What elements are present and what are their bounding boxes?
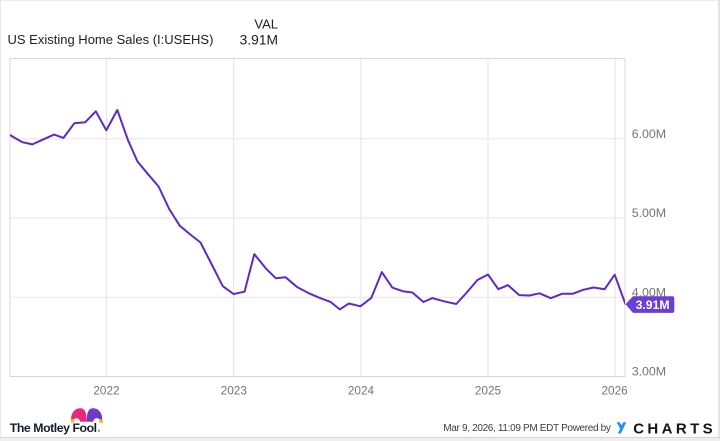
svg-text:6.00M: 6.00M [632,127,666,141]
svg-text:2022: 2022 [93,384,119,398]
svg-text:3.00M: 3.00M [632,364,666,378]
svg-text:US Existing Home Sales (I:USEH: US Existing Home Sales (I:USEHS) [8,32,214,47]
svg-text:3.91M: 3.91M [240,33,278,48]
svg-text:3.91M: 3.91M [636,298,670,312]
svg-text:The Motley Fool: The Motley Fool [10,421,97,435]
svg-text:Mar 9, 2026, 11:09 PM EDT Powe: Mar 9, 2026, 11:09 PM EDT Powered by [443,423,611,434]
svg-text:VAL: VAL [254,16,278,31]
svg-text:2024: 2024 [348,384,375,398]
svg-text:CHARTS: CHARTS [633,420,716,437]
svg-text:4.00M: 4.00M [632,286,666,300]
svg-text:5.00M: 5.00M [632,206,666,220]
svg-text:2023: 2023 [221,384,248,398]
svg-text:2026: 2026 [601,384,628,398]
svg-text:2025: 2025 [475,384,502,398]
